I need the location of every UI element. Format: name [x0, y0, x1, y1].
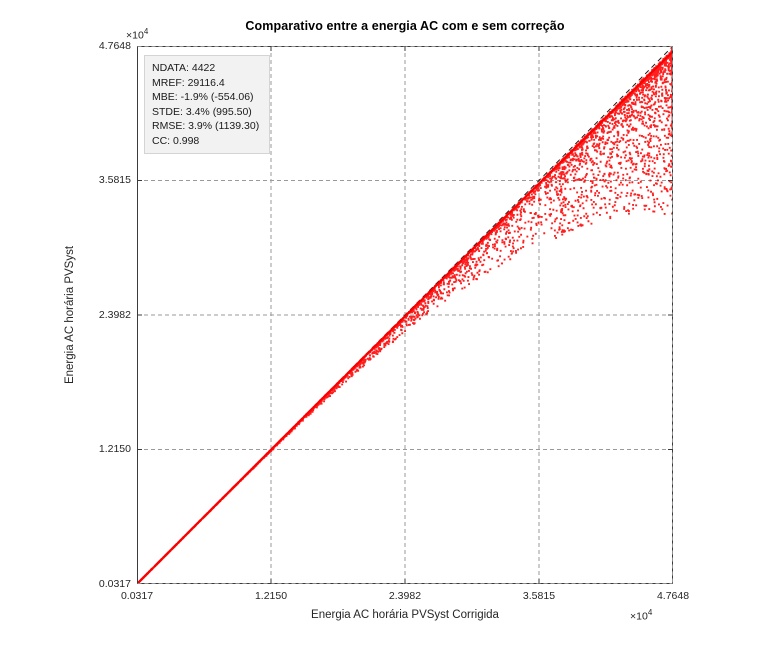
x-axis-label: Energia AC horária PVSyst Corrigida: [311, 609, 499, 621]
stat-mbe: MBE: -1.9% (-554.06): [152, 91, 254, 104]
y-tick-label: 0.0317: [98, 577, 131, 590]
x-tick-label: 2.3982: [388, 590, 422, 602]
stat-stde: STDE: 3.4% (995.50): [152, 105, 252, 118]
x-tick-label: 4.7648: [656, 590, 690, 602]
stat-rmse: RMSE: 3.9% (1139.30): [152, 120, 260, 133]
x-tick-label: 3.5815: [522, 590, 556, 602]
stat-mref: MREF: 29116.4: [152, 76, 225, 89]
tick-marks: [137, 46, 673, 584]
plot-area: NDATA: 4422 MREF: 29116.4 MBE: -1.9% (-5…: [137, 46, 673, 584]
y-tick-label: 3.5815: [98, 174, 131, 186]
x-tick-label: 1.2150: [254, 590, 288, 602]
stat-cc: CC: 0.998: [152, 134, 200, 147]
plot-svg: [137, 46, 673, 584]
y-axis-multiplier: ×104: [126, 27, 149, 42]
x-axis-multiplier: ×104: [630, 608, 653, 623]
y-tick-label: 2.3982: [98, 308, 131, 321]
stat-ndata: NDATA: 4422: [152, 62, 216, 74]
stats-box: NDATA: 4422 MREF: 29116.4 MBE: -1.9% (-5…: [144, 55, 270, 154]
y-tick-label: 1.2150: [98, 442, 131, 455]
x-tick-label: 0.0317: [120, 590, 154, 602]
chart-title: Comparativo entre a energia AC com e sem…: [245, 19, 565, 33]
scatter-points: [137, 46, 673, 584]
y-axis-label: Energia AC horária PVSyst: [64, 245, 76, 385]
y-tick-label: 4.7648: [98, 39, 131, 52]
